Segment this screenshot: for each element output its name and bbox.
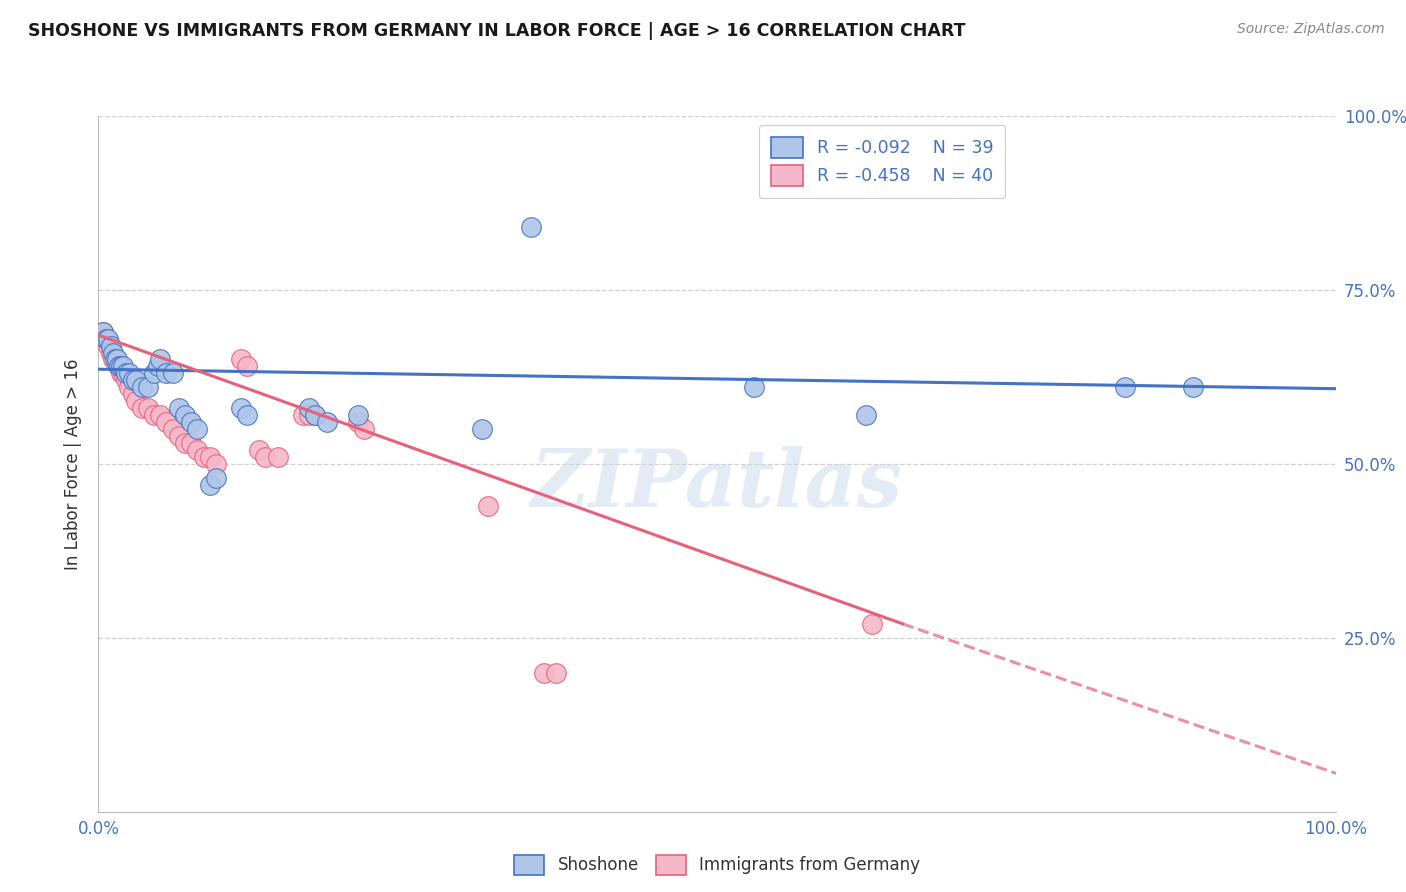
Point [180, 436, 202, 450]
Point [155, 367, 177, 381]
Point [174, 436, 197, 450]
Point [347, 415, 370, 429]
Point [247, 442, 270, 457]
Point [97, 338, 120, 352]
Point [229, 352, 252, 367]
Point [105, 352, 128, 367]
Point [298, 408, 321, 422]
Point [298, 401, 321, 416]
Point [353, 422, 375, 436]
Point [93, 325, 115, 339]
Point [103, 352, 125, 367]
Point [855, 408, 877, 422]
Point [198, 450, 221, 464]
Point [97, 332, 120, 346]
Point [205, 471, 228, 485]
Point [186, 422, 208, 436]
Point [94, 332, 117, 346]
Point [118, 380, 141, 394]
Point [114, 367, 136, 381]
Point [118, 367, 141, 381]
Point [167, 429, 190, 443]
Text: SHOSHONE VS IMMIGRANTS FROM GERMANY IN LABOR FORCE | AGE > 16 CORRELATION CHART: SHOSHONE VS IMMIGRANTS FROM GERMANY IN L… [28, 22, 966, 40]
Point [122, 387, 145, 401]
Point [742, 380, 765, 394]
Point [229, 401, 252, 416]
Point [100, 338, 122, 352]
Point [107, 359, 129, 374]
Point [131, 401, 153, 416]
Point [533, 665, 555, 680]
Point [267, 450, 290, 464]
Y-axis label: In Labor Force | Age > 16: In Labor Force | Age > 16 [65, 358, 83, 570]
Point [114, 373, 136, 387]
Point [174, 408, 197, 422]
Point [291, 408, 314, 422]
Point [112, 367, 135, 381]
Point [124, 373, 146, 387]
Point [103, 352, 125, 367]
Legend: Shoshone, Immigrants from Germany: Shoshone, Immigrants from Germany [506, 847, 928, 883]
Point [94, 332, 117, 346]
Point [860, 616, 883, 631]
Point [124, 394, 146, 409]
Point [186, 442, 208, 457]
Point [477, 499, 499, 513]
Point [1114, 380, 1136, 394]
Point [136, 380, 159, 394]
Point [104, 352, 127, 367]
Point [304, 408, 326, 422]
Point [100, 345, 122, 359]
Point [316, 415, 339, 429]
Text: ZIPatlas: ZIPatlas [531, 446, 903, 524]
Point [205, 457, 228, 471]
Point [254, 450, 277, 464]
Point [108, 359, 131, 374]
Point [143, 408, 166, 422]
Point [110, 367, 132, 381]
Point [155, 415, 177, 429]
Point [167, 401, 190, 416]
Point [236, 359, 259, 374]
Point [180, 415, 202, 429]
Point [112, 359, 135, 374]
Point [136, 401, 159, 416]
Point [149, 352, 172, 367]
Point [520, 220, 543, 235]
Point [304, 408, 326, 422]
Point [471, 422, 494, 436]
Point [143, 367, 166, 381]
Point [193, 450, 215, 464]
Point [131, 380, 153, 394]
Point [162, 367, 184, 381]
Point [546, 665, 568, 680]
Text: Source: ZipAtlas.com: Source: ZipAtlas.com [1237, 22, 1385, 37]
Point [236, 408, 259, 422]
Point [110, 359, 132, 374]
Point [149, 408, 172, 422]
Point [122, 373, 145, 387]
Point [146, 359, 169, 374]
Point [198, 477, 221, 491]
Point [1182, 380, 1205, 394]
Point [347, 408, 370, 422]
Point [162, 422, 184, 436]
Point [103, 345, 125, 359]
Point [93, 325, 115, 339]
